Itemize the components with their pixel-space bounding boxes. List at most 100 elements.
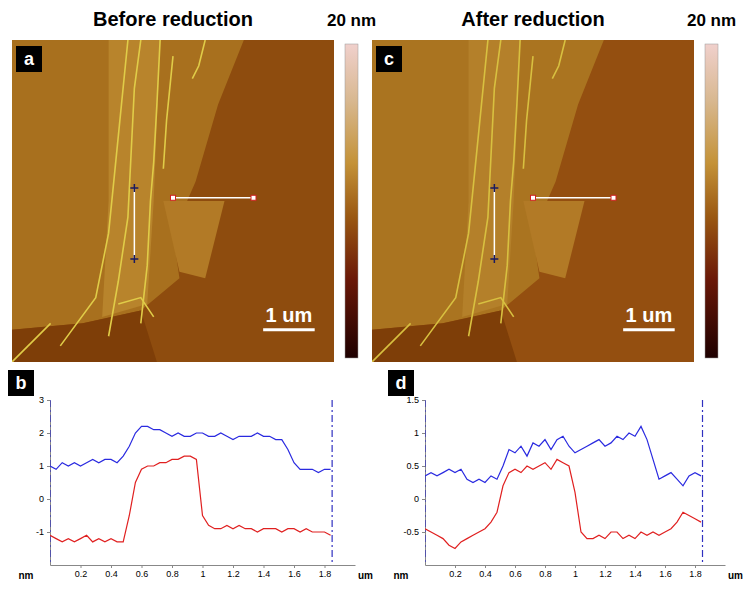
tick-label: 0.6 <box>509 569 522 579</box>
tick: 1.4 <box>258 565 271 579</box>
panel-letter: d <box>396 373 407 393</box>
panel-letter: c <box>384 49 394 69</box>
flake-fold <box>163 201 224 278</box>
wrinkle <box>501 40 520 323</box>
tick-mark <box>111 565 112 568</box>
panel-title: After reduction <box>461 8 604 30</box>
tick: 1.5 <box>406 395 425 405</box>
substrate <box>12 40 334 362</box>
tick-mark <box>695 565 696 568</box>
profile-line <box>494 188 496 259</box>
tick-label: 1 <box>200 569 205 579</box>
tick: 0.8 <box>166 565 179 579</box>
tick-mark <box>422 466 425 467</box>
tick-label: 1.6 <box>659 569 672 579</box>
tick-label: 1.5 <box>406 395 419 405</box>
flake-ribbon <box>102 40 160 317</box>
tick-label: 1.6 <box>288 569 301 579</box>
tick-mark <box>47 499 50 500</box>
profile-line <box>173 197 254 199</box>
profile-marker <box>531 195 536 200</box>
tick-mark <box>635 565 636 568</box>
colorbar <box>345 44 358 358</box>
tick: 0.8 <box>539 565 552 579</box>
x-axis: 0.2 0.4 0.6 0.8 1 1.2 1.4 1.6 1.8 <box>426 565 726 579</box>
cursor-line <box>702 400 703 565</box>
tick-label: 0.5 <box>406 461 419 471</box>
tick-label: 0.2 <box>449 569 462 579</box>
tick-mark <box>605 565 606 568</box>
tick: 1.6 <box>659 565 672 579</box>
tick-mark <box>47 400 50 401</box>
afm-image <box>372 40 694 362</box>
scale-bar-label: 1 um <box>266 304 313 326</box>
tick-mark <box>47 532 50 533</box>
cursor-line <box>425 400 426 565</box>
tick: 1 <box>414 428 425 438</box>
tick-mark <box>485 565 486 568</box>
wrinkle <box>523 56 533 169</box>
colorbar-label: 20 nm <box>327 11 376 30</box>
tick-mark <box>203 565 204 568</box>
tick-mark <box>47 466 50 467</box>
panel-letter-box <box>376 46 402 72</box>
profile-marker <box>611 195 616 200</box>
profile-marker <box>251 195 256 200</box>
axis-line <box>425 401 426 566</box>
tick-label: 1.2 <box>599 569 612 579</box>
panel-letter-box <box>16 46 42 72</box>
wrinkle <box>163 56 173 169</box>
tick-mark <box>422 499 425 500</box>
tick: 3 <box>39 395 50 405</box>
panel-letter-box <box>388 370 414 396</box>
tick-mark <box>575 565 576 568</box>
tick-label: 0 <box>414 494 419 504</box>
profile-marker <box>490 184 498 192</box>
y-axis-title: nm <box>394 570 409 581</box>
tick: 0 <box>414 494 425 504</box>
flake-ribbon <box>462 40 520 317</box>
y-axis: -0.5 0 0.5 1 1.5 <box>403 395 425 565</box>
tick-label: 1.8 <box>319 569 332 579</box>
tick-label: 0.4 <box>105 569 118 579</box>
tick: 1.4 <box>629 565 642 579</box>
tick-label: -1 <box>36 527 44 537</box>
panel-letter-box <box>8 370 34 396</box>
afm-panel: 1 umaBefore reduction20 nm <box>12 8 376 362</box>
flake <box>372 40 604 330</box>
scale-bar <box>263 328 315 331</box>
tick-mark <box>422 400 425 401</box>
tick-mark <box>264 565 265 568</box>
tick-mark <box>545 565 546 568</box>
colorbar <box>705 44 718 358</box>
profile-marker <box>130 255 138 263</box>
wrinkle <box>109 40 141 336</box>
substrate-edge <box>372 310 517 362</box>
tick: 1.8 <box>319 565 332 579</box>
x-axis-title: um <box>358 570 373 581</box>
axis-line <box>50 401 51 566</box>
tick-mark <box>422 433 425 434</box>
figure: 1 umaBefore reduction20 nm0.20.40.60.811… <box>0 0 749 601</box>
colorbar-label: 20 nm <box>687 11 736 30</box>
wrinkle <box>552 40 565 79</box>
tick: 1.8 <box>689 565 702 579</box>
tick: 1.2 <box>599 565 612 579</box>
tick: 1 <box>573 565 578 579</box>
tick-mark <box>294 565 295 568</box>
plot-area <box>50 400 332 565</box>
tick-label: 0.4 <box>479 569 492 579</box>
tick: 0.4 <box>105 565 118 579</box>
tick-label: 0.8 <box>539 569 552 579</box>
x-axis-title: um <box>728 570 743 581</box>
panel-letter: a <box>24 49 35 69</box>
tick-mark <box>325 565 326 568</box>
y-axis: -10123 <box>36 395 51 565</box>
tick-mark <box>422 532 425 533</box>
tick: 0 <box>39 494 50 504</box>
profile-marker <box>130 184 138 192</box>
tick-mark <box>455 565 456 568</box>
tick-label: 1.4 <box>629 569 642 579</box>
panel-letter: b <box>16 373 27 393</box>
tick: -0.5 <box>403 527 425 537</box>
